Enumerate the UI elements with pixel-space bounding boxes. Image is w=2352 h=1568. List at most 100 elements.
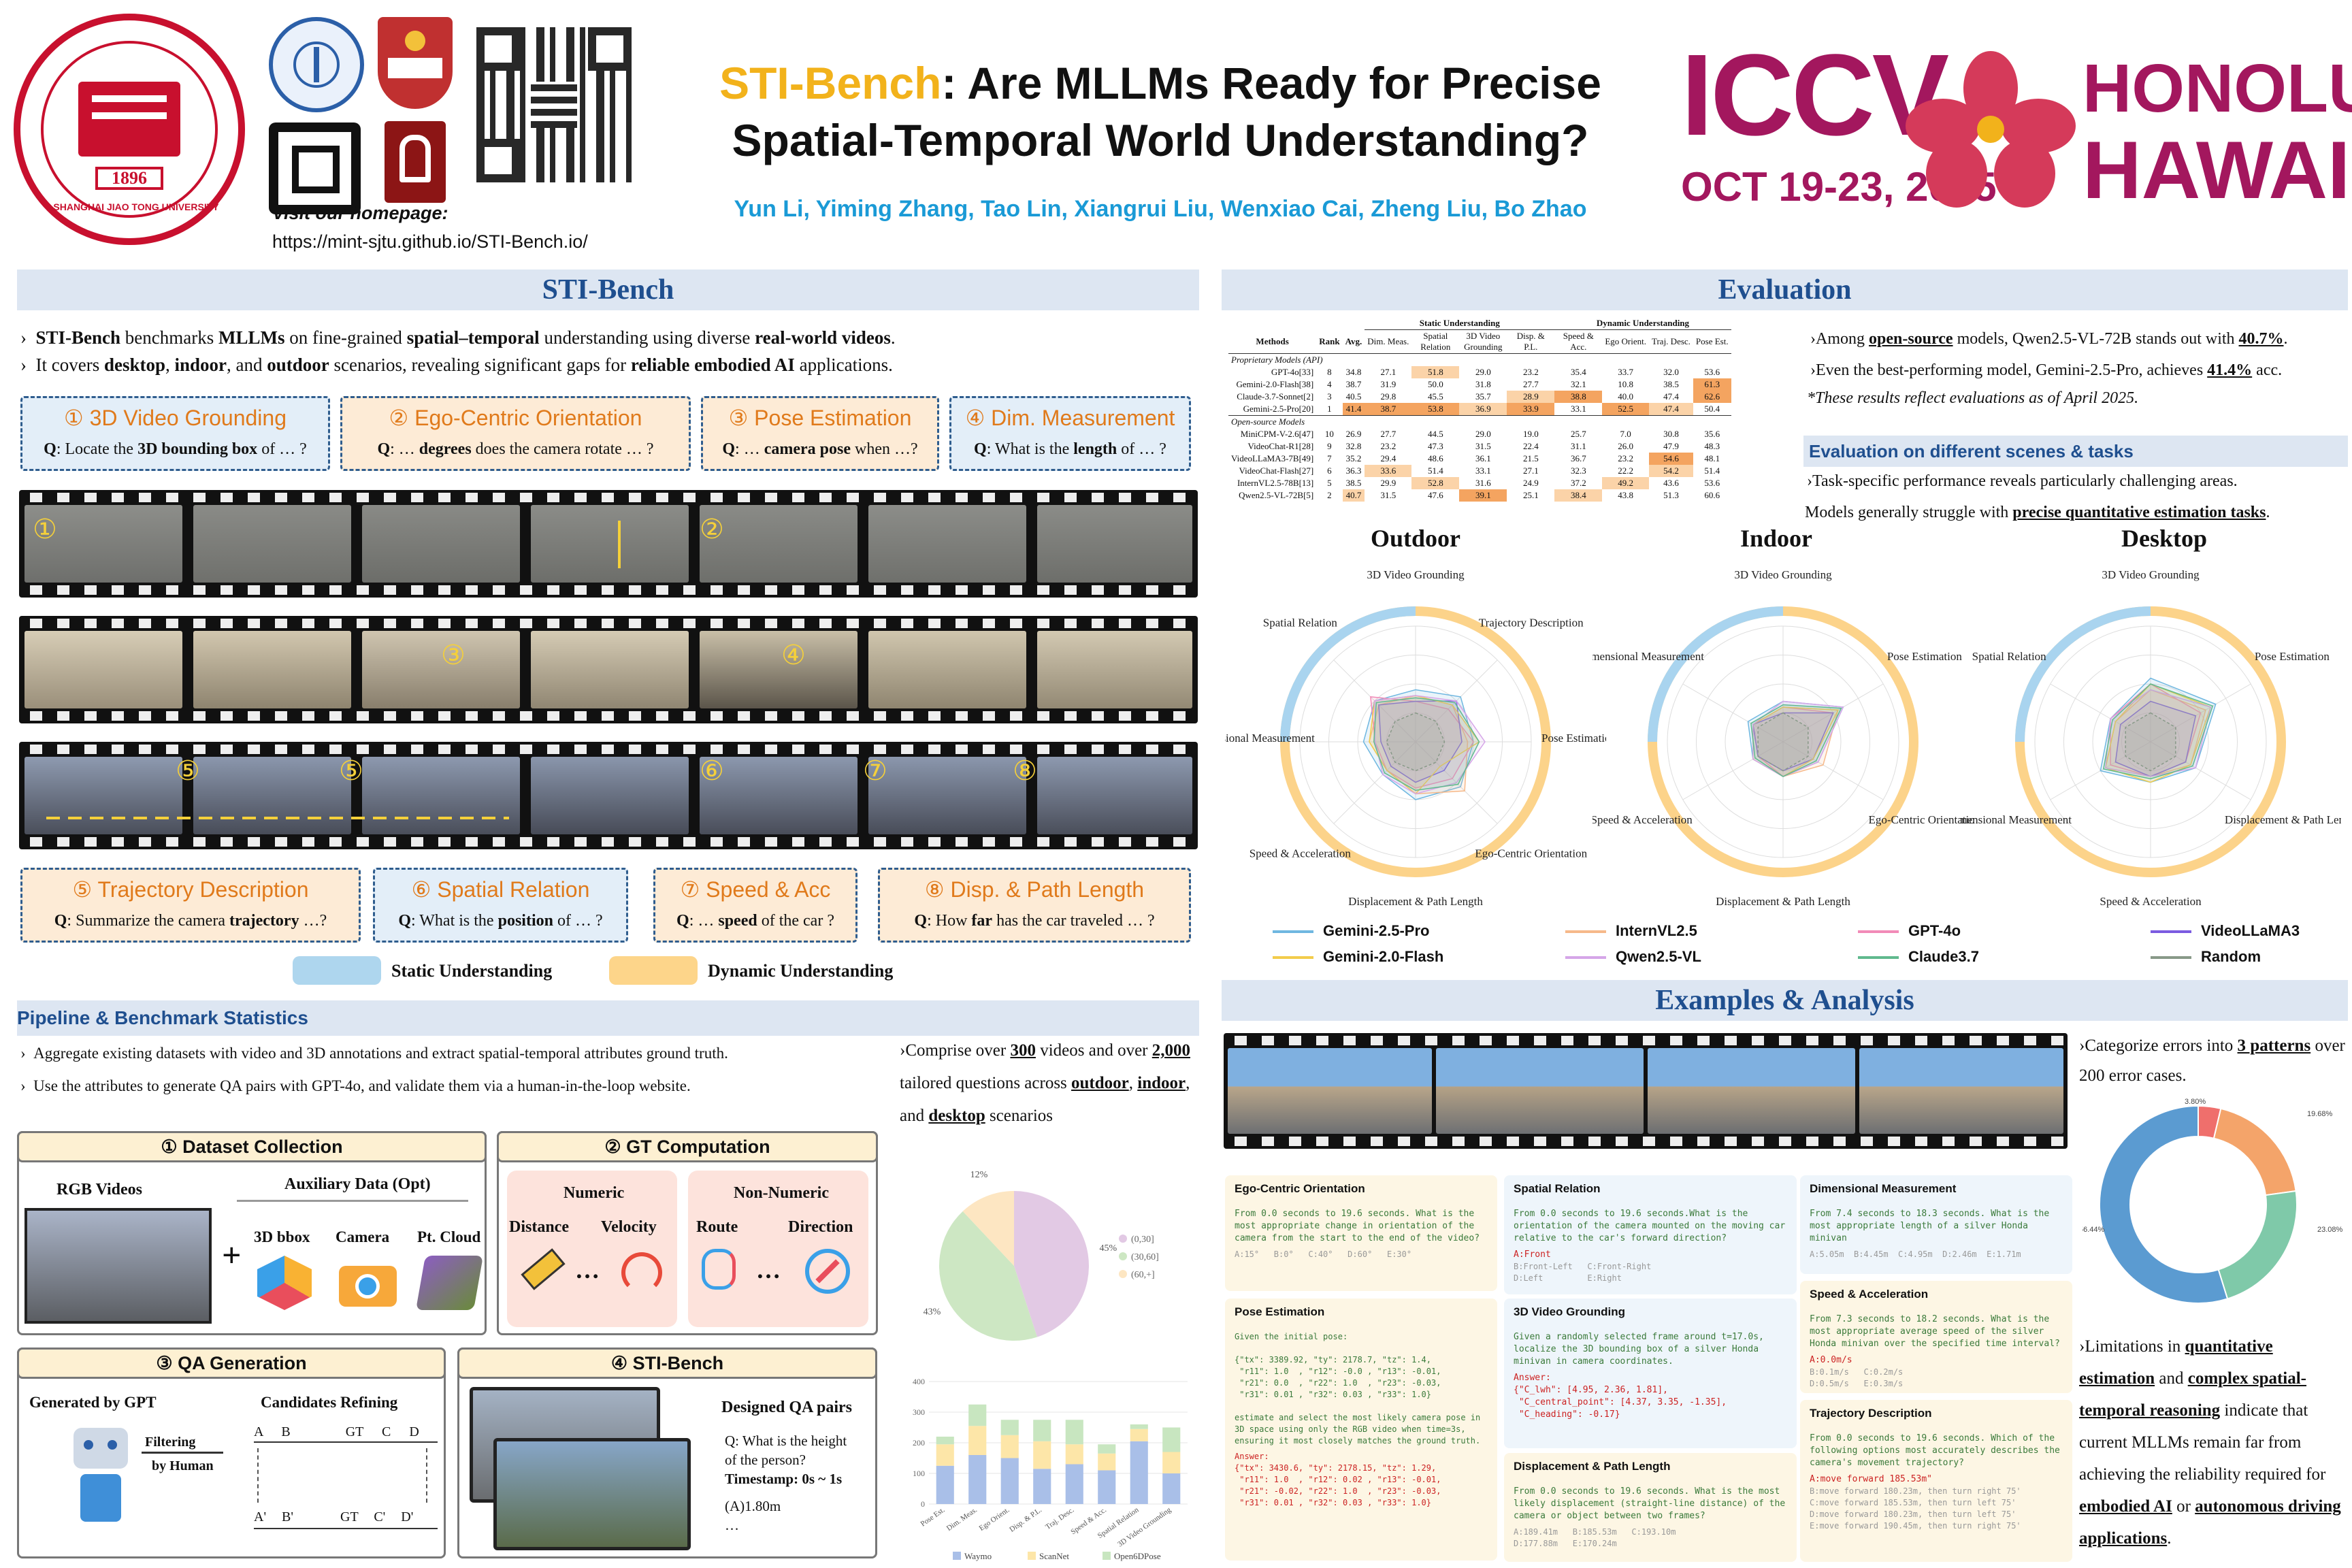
radar-legend-item: GPT-4o <box>1858 922 1961 940</box>
example-ego-orientation: Ego-Centric Orientation From 0.0 seconds… <box>1225 1175 1497 1291</box>
table-cell: 24.9 <box>1522 478 1539 488</box>
table-col-header: Disp. & P.L. <box>1507 329 1555 354</box>
sti-heading: STI-Bench <box>17 270 1199 310</box>
table-cell: 51.4 <box>1427 466 1443 476</box>
bar-legend-swatch-1 <box>1028 1552 1036 1560</box>
table-cell: 48.1 <box>1704 453 1720 463</box>
sti-bullet-2: › It covers desktop, indoor, and outdoor… <box>20 355 893 375</box>
legend-dynamic-label: Dynamic Understanding <box>708 961 894 981</box>
camera-icon <box>339 1266 397 1307</box>
eval-bullet-4: Models generally struggle with precise q… <box>1805 504 2270 521</box>
poster-title: STI-Bench: Are MLLMs Ready for Precise S… <box>640 54 1681 169</box>
ellipsis-icon: … <box>575 1256 600 1284</box>
table-group-row: Proprietary Models (API) <box>1228 353 1731 366</box>
radar-axis-label: Spatial Relation <box>1972 650 2047 663</box>
radar-legend-item: Qwen2.5-VL <box>1565 948 1701 966</box>
dataset-bar-chart: 0 100 200 300 400 Pose Est.Dim. Meas.Ego Orie… <box>913 1377 1188 1561</box>
radar-axis-label: Dimensional Measurement <box>1225 732 1315 745</box>
radar-title-desktop: Desktop <box>2121 525 2208 552</box>
radar-series-6 <box>1373 697 1480 791</box>
table-col-header: Dim. Meas. <box>1365 329 1412 354</box>
gt-computation-panel: ② GT Computation Numeric Distance Veloci… <box>497 1131 878 1335</box>
eval-subheading: Evaluation on different scenes & tasks <box>1803 436 2348 467</box>
table-col-header: Rank <box>1316 329 1343 354</box>
table-cell: 8 <box>1327 367 1332 377</box>
bar-xtick-1: Dim. Meas. <box>945 1505 979 1533</box>
results-table: Static Understanding Dynamic Understandin… <box>1228 317 1731 502</box>
bar-3-0 <box>1033 1469 1051 1504</box>
table-cell: 54.6 <box>1648 453 1693 465</box>
pipeline-bullet-2: › Use the attributes to generate QA pair… <box>20 1077 691 1094</box>
iccv-city1: HONOLULU <box>2082 50 2352 127</box>
table-cell: 31.1 <box>1570 441 1586 451</box>
limitations-text: ›Limitations in quantitative estimation … <box>2079 1337 2341 1548</box>
bar-7-2 <box>1162 1427 1181 1452</box>
radar-axis-label: Speed & Acceleration <box>2100 895 2202 908</box>
radar-outdoor: 3D Video Grounding Trajectory Description… <box>1225 568 1606 908</box>
table-cell: 45.5 <box>1427 391 1443 402</box>
table-cell: 43.8 <box>1618 490 1634 500</box>
table-cell: 10.8 <box>1618 379 1634 389</box>
table-cell: 33.1 <box>1475 466 1491 476</box>
point-cloud-icon <box>415 1256 484 1310</box>
table-cell: 6 <box>1327 466 1332 476</box>
hibiscus-icon <box>1906 51 2076 208</box>
table-cell: Gemini-2.5-Pro[20] <box>1243 404 1314 414</box>
table-cell: 49.2 <box>1602 477 1649 489</box>
table-col-header: Ego Orient. <box>1602 329 1649 354</box>
table-row: VideoChat-R1[28] 9 32.8 23.2 47.3 31.5 22.4 31.… <box>1228 440 1731 453</box>
table-group-header: Dynamic Understanding <box>1554 317 1731 330</box>
homepage-url[interactable]: https://mint-sjtu.github.io/STI-Bench.io… <box>272 231 588 252</box>
table-cell: 53.8 <box>1411 403 1460 416</box>
table-cell: GPT-4o[33] <box>1271 367 1314 377</box>
radar-axis-label: 3D Video Grounding <box>2102 568 2200 581</box>
bar-3-2 <box>1033 1420 1051 1441</box>
table-cell: 50.4 <box>1704 404 1720 414</box>
sti-bullet-1: › STI-Bench benchmarks MLLMs on fine-gra… <box>20 327 896 348</box>
table-cell: 10 <box>1324 429 1334 439</box>
table-group-row: Open-source Models <box>1228 415 1731 428</box>
table-cell: 52.8 <box>1411 477 1460 489</box>
table-cell: 23.2 <box>1522 367 1539 377</box>
pie-label-2: 12% <box>970 1171 988 1180</box>
table-cell: 3 <box>1327 391 1332 402</box>
task-box-disp: ⑧ Disp. & Path Length Q: How far has the… <box>878 868 1191 943</box>
table-cell: 33.9 <box>1507 403 1555 416</box>
cube-logo <box>269 122 361 214</box>
pie-slice-2 <box>962 1191 1014 1266</box>
table-cell: 26.0 <box>1618 441 1634 451</box>
bar-ytick-200: 200 <box>913 1438 925 1448</box>
radar-axis-label: Ego-Centric Orientation <box>1868 813 1974 826</box>
tablet-thumb-2 <box>493 1438 691 1550</box>
table-cell: 25.1 <box>1522 490 1539 500</box>
task-box-trajectory: ⑤ Trajectory Description Q: Summarize th… <box>20 868 361 943</box>
table-row: VideoLLaMA3-7B[49] 7 35.2 29.4 48.6 36.1 21.5 3… <box>1228 453 1731 465</box>
legend-label: Claude3.7 <box>1908 948 1979 965</box>
task-box-spatial: ⑥ Spatial Relation Q: What is the positi… <box>373 868 628 943</box>
legend-swatch <box>1858 930 1899 934</box>
table-cell: VideoChat-Flash[27] <box>1239 466 1314 476</box>
radar-legend-item: InternVL2.5 <box>1565 922 1697 940</box>
example-speed: Speed & Acceleration From 7.3 seconds to… <box>1800 1281 2072 1393</box>
eval-note: *These results reflect evaluations as of… <box>1807 389 2139 407</box>
radar-axis-label: Pose Estimation <box>1887 650 1963 663</box>
donut-label-1: 19.68% <box>2307 1110 2333 1118</box>
legend-swatch <box>1565 956 1606 960</box>
radar-title-indoor: Indoor <box>1740 525 1813 552</box>
radar-spoke <box>1682 683 1784 742</box>
bar-xtick-2: Ego Orient. <box>978 1505 1011 1532</box>
bar-ytick-0: 0 <box>921 1499 925 1509</box>
radar-axis-label: Pose Estimation <box>2255 650 2330 663</box>
qr-code[interactable] <box>476 27 632 182</box>
radar-series-0 <box>1362 689 1474 800</box>
bar-6-2 <box>1130 1424 1148 1429</box>
table-cell: 27.7 <box>1522 379 1539 389</box>
homepage-label: Visit our homepage: <box>272 203 448 223</box>
radar-series-3 <box>1378 700 1463 783</box>
bar-legend-label-1: ScanNet <box>1039 1551 1069 1561</box>
table-cell: 29.4 <box>1380 453 1396 463</box>
plus-icon: + <box>222 1236 242 1274</box>
radar-indoor: 3D Video Grounding Pose Estimation Ego-Cen… <box>1592 568 1974 908</box>
radar-legend-item: Random <box>2151 948 2261 966</box>
table-cell: 21.5 <box>1522 453 1539 463</box>
